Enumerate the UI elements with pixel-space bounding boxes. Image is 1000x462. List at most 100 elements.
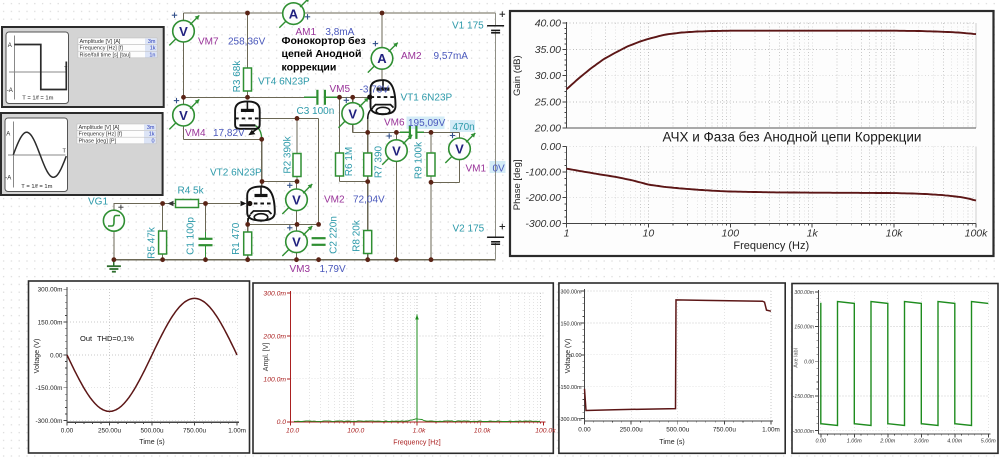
- svg-text:-300.00m: -300.00m: [793, 429, 814, 435]
- svg-text:VM2: VM2: [324, 195, 345, 206]
- svg-text:1k: 1k: [149, 132, 155, 138]
- svg-text:R6 1M: R6 1M: [344, 147, 355, 176]
- svg-text:150.00m: 150.00m: [561, 321, 582, 327]
- svg-text:R4 5k: R4 5k: [178, 186, 205, 197]
- svg-text:100.0m: 100.0m: [263, 376, 286, 383]
- svg-text:0: 0: [151, 138, 154, 144]
- svg-text:R7 390: R7 390: [374, 145, 385, 178]
- svg-text:T: T: [64, 66, 68, 72]
- svg-text:250.00u: 250.00u: [620, 426, 644, 433]
- svg-text:Frequency (Hz): Frequency (Hz): [733, 240, 809, 252]
- svg-text:10.0k: 10.0k: [474, 427, 491, 434]
- svg-text:V: V: [348, 106, 357, 121]
- svg-text:300.0m: 300.0m: [263, 290, 286, 297]
- svg-text:VM6: VM6: [384, 118, 405, 129]
- svg-text:-300.00m: -300.00m: [559, 417, 582, 423]
- svg-text:258,36V: 258,36V: [228, 36, 266, 47]
- svg-text:1n: 1n: [149, 52, 155, 58]
- svg-text:AM2: AM2: [401, 51, 422, 62]
- svg-text:35.00: 35.00: [535, 44, 561, 56]
- svg-text:500.00u: 500.00u: [666, 426, 690, 433]
- svg-text:цепей Анодной: цепей Анодной: [282, 48, 362, 60]
- svg-text:R5 47k: R5 47k: [147, 226, 158, 259]
- svg-text:T: T: [63, 148, 67, 154]
- svg-text:-3,73V: -3,73V: [360, 85, 390, 96]
- svg-text:1k: 1k: [807, 227, 819, 239]
- svg-text:A: A: [6, 131, 10, 137]
- svg-text:-A: -A: [5, 175, 11, 181]
- svg-text:250.00u: 250.00u: [98, 428, 122, 435]
- svg-text:0.00: 0.00: [578, 426, 591, 433]
- svg-text:Voltage (V): Voltage (V): [34, 339, 41, 374]
- svg-text:3m: 3m: [148, 39, 156, 45]
- svg-text:1k: 1k: [150, 46, 156, 52]
- svg-text:0.0: 0.0: [277, 419, 287, 426]
- svg-text:0.00: 0.00: [571, 353, 582, 359]
- svg-text:5.00m: 5.00m: [981, 438, 996, 444]
- svg-text:30.00: 30.00: [535, 70, 561, 82]
- svg-text:Phase [deg] [P]: Phase [deg] [P]: [79, 138, 117, 144]
- svg-text:-100.00: -100.00: [525, 167, 561, 179]
- svg-text:10.0: 10.0: [286, 427, 299, 434]
- svg-text:1,79V: 1,79V: [320, 264, 346, 275]
- svg-text:V2 175: V2 175: [453, 223, 485, 234]
- svg-text:300.00m: 300.00m: [794, 290, 813, 296]
- svg-text:R2 390k: R2 390k: [283, 135, 294, 173]
- svg-text:THD=0,1%: THD=0,1%: [97, 334, 134, 343]
- svg-text:150.00m: 150.00m: [38, 319, 63, 326]
- svg-text:-300.00: -300.00: [525, 218, 561, 230]
- svg-text:VM4: VM4: [185, 128, 206, 139]
- svg-text:100.0k: 100.0k: [535, 427, 556, 434]
- svg-text:150.00m: 150.00m: [794, 325, 813, 331]
- svg-text:-150.00m: -150.00m: [793, 394, 814, 400]
- svg-text:1.0k: 1.0k: [413, 427, 426, 434]
- svg-text:Out: Out: [80, 334, 93, 343]
- svg-text:300.00m: 300.00m: [561, 289, 582, 295]
- svg-text:195,09V: 195,09V: [408, 118, 446, 129]
- svg-text:АЧХ и Фаза без Анодной цепи Ко: АЧХ и Фаза без Анодной цепи Коррекции: [663, 130, 922, 145]
- svg-text:3.00m: 3.00m: [914, 438, 929, 444]
- svg-text:0.00: 0.00: [804, 359, 814, 365]
- svg-text:Frequency [Hz]: Frequency [Hz]: [393, 440, 441, 447]
- svg-text:2.00m: 2.00m: [879, 438, 895, 444]
- svg-text:100k: 100k: [965, 227, 989, 239]
- svg-text:1.00m: 1.00m: [228, 428, 246, 435]
- svg-text:72,04V: 72,04V: [353, 195, 385, 206]
- svg-text:V: V: [179, 108, 188, 123]
- svg-text:Amplitude [V] [A]: Amplitude [V] [A]: [79, 125, 120, 131]
- svg-text:0.00: 0.00: [816, 438, 827, 444]
- svg-text:A: A: [377, 51, 387, 66]
- svg-text:R1 470: R1 470: [231, 222, 242, 255]
- svg-text:Ampl. [V]: Ampl. [V]: [263, 343, 270, 371]
- svg-text:-150.00m: -150.00m: [36, 385, 63, 392]
- svg-text:Axe labl: Axe labl: [794, 348, 800, 368]
- svg-text:9,57mA: 9,57mA: [434, 51, 469, 62]
- svg-text:-300.00m: -300.00m: [36, 418, 63, 425]
- svg-text:Frequency [Hz] [f]: Frequency [Hz] [f]: [80, 46, 124, 52]
- svg-text:V1 175: V1 175: [452, 20, 484, 31]
- svg-text:40.00: 40.00: [535, 18, 561, 30]
- svg-text:100: 100: [722, 227, 740, 239]
- svg-text:V: V: [292, 193, 301, 208]
- svg-text:C3 100n: C3 100n: [297, 106, 335, 117]
- svg-text:V: V: [292, 235, 301, 250]
- svg-text:750.00u: 750.00u: [713, 426, 737, 433]
- svg-text:Voltage (V): Voltage (V): [565, 339, 572, 374]
- svg-text:VM5: VM5: [330, 84, 351, 95]
- svg-text:-200.00: -200.00: [525, 192, 561, 204]
- svg-text:1.00m: 1.00m: [847, 438, 862, 444]
- svg-text:Rise/fall time [s] [tau]: Rise/fall time [s] [tau]: [80, 52, 132, 58]
- svg-text:750.00u: 750.00u: [183, 428, 207, 435]
- svg-text:VT4 6N23P: VT4 6N23P: [258, 76, 310, 87]
- svg-text:V: V: [179, 24, 188, 39]
- svg-text:Time (s): Time (s): [139, 439, 164, 446]
- svg-text:Gain (dB): Gain (dB): [512, 55, 523, 96]
- svg-text:C1 100p: C1 100p: [186, 217, 197, 255]
- svg-text:3,8mA: 3,8mA: [325, 27, 354, 38]
- svg-text:10: 10: [643, 227, 655, 239]
- svg-text:Frequency [Hz] [f]: Frequency [Hz] [f]: [79, 132, 123, 138]
- svg-text:470n: 470n: [453, 122, 475, 133]
- svg-text:VM3: VM3: [290, 264, 311, 275]
- svg-text:V: V: [455, 142, 464, 157]
- svg-text:0.00: 0.00: [541, 141, 562, 153]
